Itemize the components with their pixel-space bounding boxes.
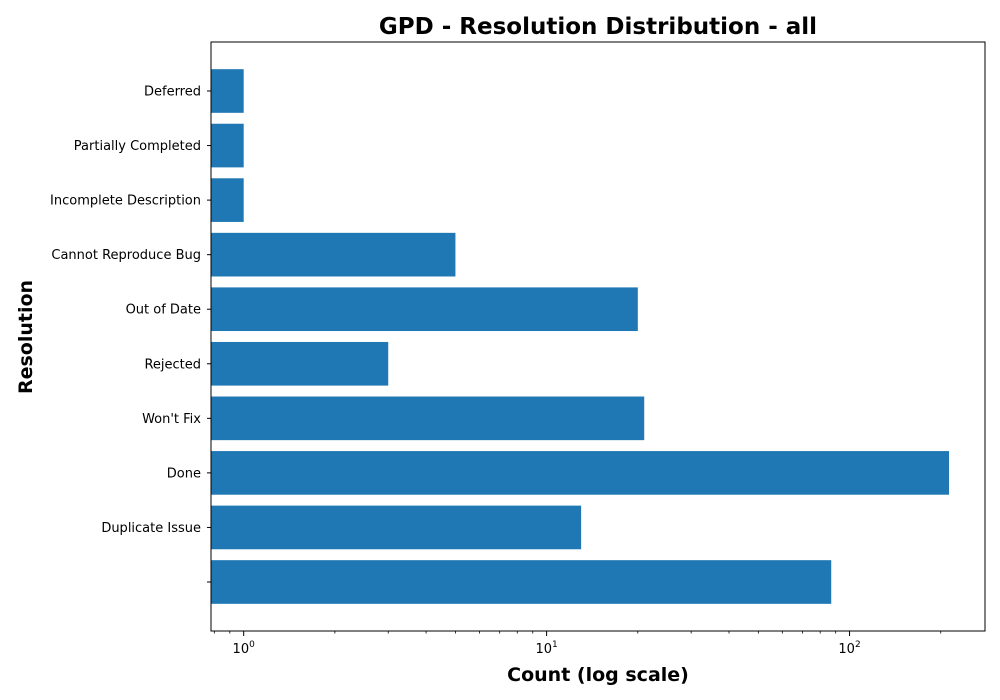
y-axis-ticks: Duplicate Issue Done Won't Fix Rejected Out … [50,85,211,583]
bar-deferred [211,69,244,113]
bar-rejected [211,341,389,386]
plot-frame [210,41,986,632]
y-tick-label-incomplete-description: Incomplete Description [50,194,201,209]
y-tick-label-out-of-date: Out of Date [126,303,201,318]
bar-incomplete-description [211,178,244,222]
chart-title: GPD - Resolution Distribution - all [379,14,817,40]
bar-done [211,451,950,495]
y-tick-label-cannot-reproduce-bug: Cannot Reproduce Bug [51,248,201,263]
y-tick-label-won-t-fix: Won't Fix [142,412,201,427]
bars-group [211,69,950,604]
y-tick-label-duplicate-issue: Duplicate Issue [101,521,201,536]
x-tick-label-100: 102 [838,640,860,657]
y-axis-label: Resolution [15,280,37,394]
y-tick-label-rejected: Rejected [144,357,201,372]
x-axis-ticks: 100 101 102 [213,631,942,657]
y-tick-label-done: Done [167,466,201,481]
bar-blank [211,560,832,604]
y-tick-label-partially-completed: Partially Completed [74,139,201,154]
x-axis-label: Count (log scale) [507,664,689,686]
y-tick-label-deferred: Deferred [144,85,201,100]
bar-won-t-fix [211,396,645,441]
bar-duplicate-issue [211,505,582,550]
bar-cannot-reproduce-bug [211,232,456,277]
x-tick-label-1: 100 [233,640,256,657]
x-tick-label-10: 101 [535,640,557,657]
bar-partially-completed [211,123,244,168]
bar-out-of-date [211,287,638,332]
